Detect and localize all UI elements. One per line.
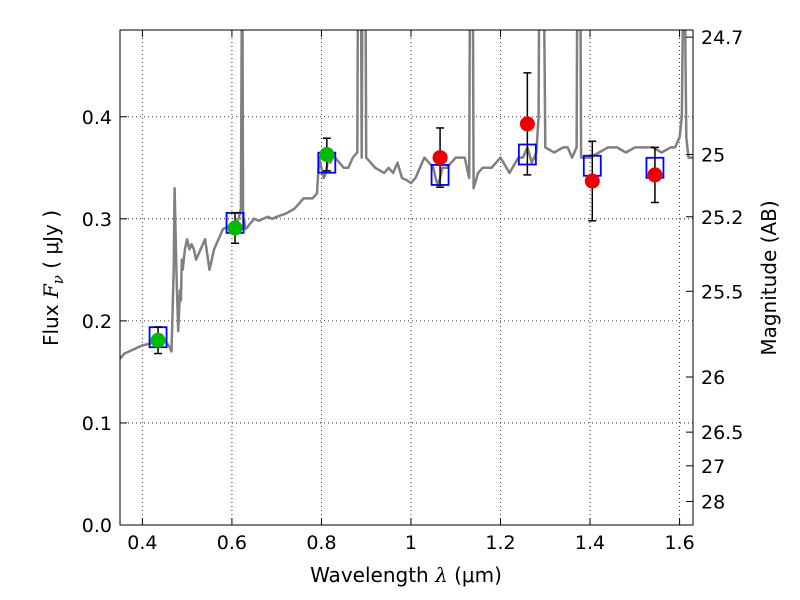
grid — [120, 30, 693, 526]
y-tick-label: 0.4 — [82, 107, 112, 129]
y2-tick-label: 24.7 — [701, 27, 743, 49]
y2-tick-label: 27 — [701, 456, 725, 478]
plot-frame — [119, 29, 694, 526]
y-tick-label: 0.1 — [82, 413, 112, 435]
y2-tick-label: 28 — [701, 492, 725, 514]
x-tick-label: 0.6 — [217, 532, 247, 554]
observed-point — [584, 173, 600, 189]
observed-point — [519, 116, 535, 132]
y2-axis-label: Magnitude (AB) — [757, 200, 781, 355]
observed-point — [150, 332, 166, 348]
x-tick-label: 1.6 — [664, 532, 694, 554]
x-tick-label: 0.8 — [306, 532, 336, 554]
y-tick-label: 0.3 — [82, 209, 112, 231]
observed-point — [227, 220, 243, 236]
y2-tick-label: 26.5 — [701, 422, 743, 444]
x-axis-label: Wavelength λ (μm) — [310, 563, 502, 587]
axes-ticks: 0.4 0.6 0.8 1 1.2 1.4 1.6 0.0 0.1 0.2 0.3 0.4 24.7 25… — [82, 27, 744, 554]
y-tick-label: 0.2 — [82, 311, 112, 333]
y-axis-label: Flux Fν ( μJy ) — [39, 210, 67, 346]
y2-tick-label: 26 — [701, 367, 725, 389]
plot-area — [120, 30, 693, 360]
observed-point — [319, 147, 335, 163]
x-tick-label: 0.4 — [127, 532, 157, 554]
y2-tick-label: 25.2 — [701, 207, 743, 229]
x-tick-label: 1 — [405, 532, 417, 554]
y-tick-label: 0.0 — [82, 515, 112, 537]
x-tick-label: 1.4 — [575, 532, 605, 554]
y2-tick-label: 25.5 — [701, 281, 743, 303]
spectrum-line — [120, 30, 693, 360]
observed-point — [647, 167, 663, 183]
x-tick-label: 1.2 — [485, 532, 515, 554]
y2-tick-label: 25 — [701, 145, 725, 167]
observed-point — [432, 150, 448, 166]
